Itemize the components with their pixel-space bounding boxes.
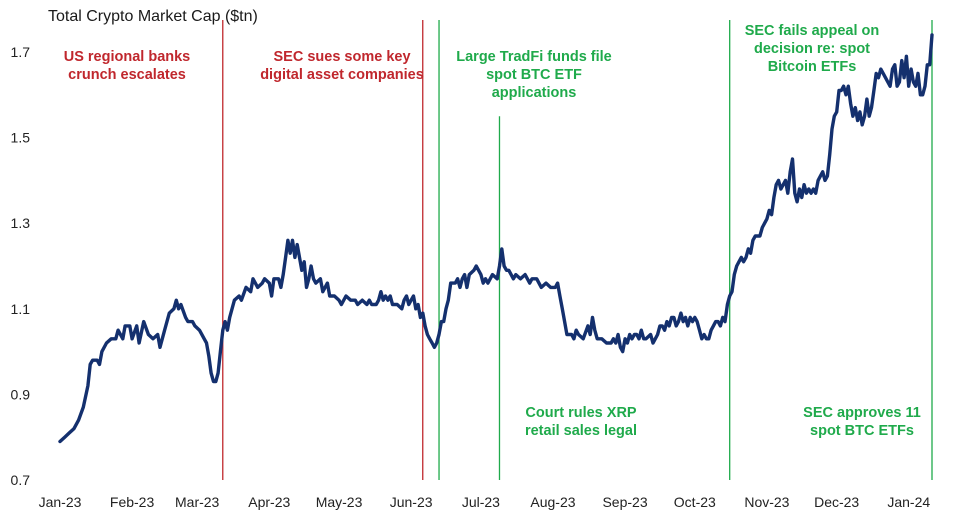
chart-title: Total Crypto Market Cap ($tn) [48, 8, 258, 25]
x-tick-label: Jan-24 [887, 494, 930, 510]
annotation-line: applications [492, 85, 577, 101]
x-tick-label: Dec-23 [814, 494, 859, 510]
x-tick-label: Jul-23 [462, 494, 500, 510]
y-axis: 0.7 0.9 1.1 1.3 1.5 1.7 [11, 44, 31, 488]
y-tick-label: 1.7 [11, 44, 31, 60]
y-tick-label: 1.5 [11, 130, 31, 146]
x-tick-label: Jun-23 [390, 494, 433, 510]
annotation-line: retail sales legal [525, 423, 637, 439]
annotation-line: SEC sues some key [273, 49, 410, 65]
event-lines [222, 20, 933, 480]
x-tick-label: Mar-23 [175, 494, 220, 510]
x-tick-label: Feb-23 [110, 494, 155, 510]
annotation-label: Court rules XRP retail sales legal [525, 405, 637, 439]
x-tick-label: Oct-23 [674, 494, 716, 510]
y-tick-label: 0.9 [11, 386, 31, 402]
annotation-line: US regional banks [64, 49, 191, 65]
y-tick-label: 1.1 [11, 301, 31, 317]
annotation-line: crunch escalates [68, 67, 186, 83]
annotation-line: digital asset companies [260, 67, 424, 83]
annotation-label: Large TradFi funds file spot BTC ETF appli… [456, 49, 612, 101]
annotation-line: spot BTC ETF [486, 67, 582, 83]
x-tick-label: Jan-23 [39, 494, 82, 510]
annotation-label: SEC fails appeal on decision re: spot Bitc… [745, 23, 880, 75]
annotation-line: Large TradFi funds file [456, 49, 612, 65]
annotation-line: decision re: spot [754, 41, 870, 57]
x-tick-label: May-23 [316, 494, 363, 510]
x-axis: Jan-23 Feb-23 Mar-23 Apr-23 May-23 Jun-23 Jul-… [39, 494, 931, 510]
market-cap-series-line [58, 33, 934, 444]
annotation-line: SEC fails appeal on [745, 23, 880, 39]
x-tick-label: Nov-23 [744, 494, 789, 510]
annotation-line: spot BTC ETFs [810, 423, 914, 439]
x-tick-label: Apr-23 [248, 494, 290, 510]
annotations: US regional banks crunch escalates SEC sue… [64, 23, 921, 439]
x-tick-label: Sep-23 [602, 494, 647, 510]
x-tick-label: Aug-23 [530, 494, 575, 510]
annotation-line: SEC approves 11 [803, 405, 921, 421]
y-tick-label: 1.3 [11, 215, 31, 231]
annotation-label: SEC sues some key digital asset companies [260, 49, 424, 83]
annotation-label: US regional banks crunch escalates [64, 49, 191, 83]
annotation-label: SEC approves 11 spot BTC ETFs [803, 405, 921, 439]
annotation-line: Court rules XRP [525, 405, 637, 421]
annotation-line: Bitcoin ETFs [768, 59, 857, 75]
y-tick-label: 0.7 [11, 472, 31, 488]
